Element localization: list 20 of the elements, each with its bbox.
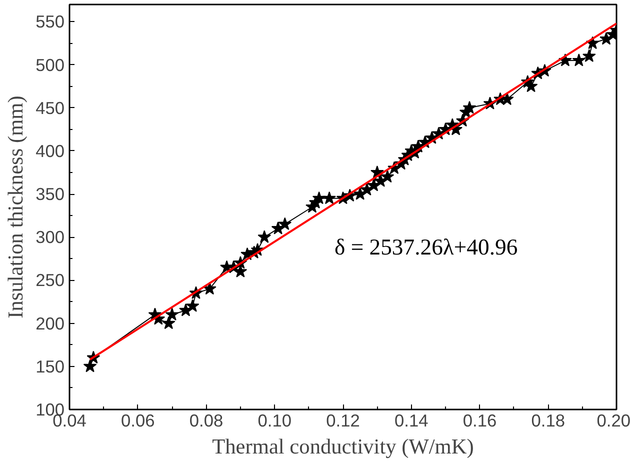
y-tick-label: 300 (36, 227, 65, 248)
y-tick-label: 200 (36, 313, 65, 334)
x-tick-label: 0.10 (258, 410, 292, 430)
y-tick-label: 450 (36, 98, 65, 118)
x-tick-label: 0.16 (462, 410, 497, 430)
y-tick-label: 350 (36, 184, 65, 204)
annotation: δ = 2537.26λ+40.96 (334, 234, 518, 260)
x-tick-label: 0.12 (326, 410, 360, 430)
x-axis-title: Thermal conductivity (W/mK) (212, 434, 474, 458)
x-tick-label: 0.20 (596, 410, 630, 430)
x-tick-label: 0.08 (189, 410, 224, 430)
x-tick-label: 0.06 (121, 410, 155, 430)
y-tick-label: 150 (36, 356, 65, 376)
x-tick-label: 0.14 (394, 410, 429, 430)
y-tick-label: 500 (36, 54, 65, 75)
y-axis-title: Insulation thickness (mm) (4, 96, 28, 318)
x-tick-label: 0.18 (531, 410, 565, 430)
y-tick-label: 400 (36, 140, 65, 161)
y-tick-label: 550 (36, 12, 65, 32)
y-tick-label: 250 (36, 270, 65, 290)
